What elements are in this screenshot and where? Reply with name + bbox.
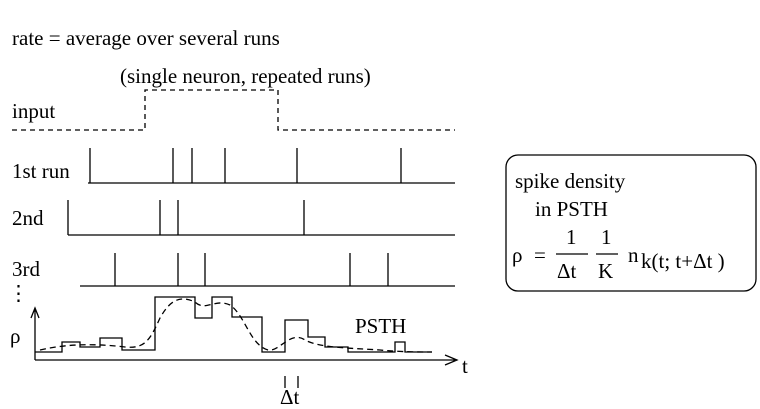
- row-label: 2nd: [12, 206, 44, 230]
- spike-train: [80, 253, 455, 287]
- formula-den: Δt: [557, 259, 577, 283]
- row-label: 3rd: [12, 257, 40, 281]
- bin-ticks: [284, 376, 299, 388]
- spike-train: [88, 148, 455, 184]
- curve-label: PSTH: [355, 314, 406, 338]
- row-label: 1st run: [12, 159, 70, 183]
- ellipsis: ⋮: [8, 281, 29, 305]
- rate-curve: [39, 298, 433, 353]
- formula-lhs: ρ: [512, 243, 522, 267]
- y-axis-label: ρ: [10, 324, 20, 348]
- input-signal: [12, 89, 455, 131]
- formula-num: 1: [566, 225, 577, 249]
- spike-train: [67, 200, 455, 236]
- bin-label: Δt: [280, 385, 300, 409]
- title-line: rate = average over several runs: [12, 26, 280, 50]
- box-line: spike density: [515, 169, 626, 193]
- formula-num: 1: [601, 225, 612, 249]
- formula-eq: =: [534, 243, 546, 267]
- axes: [30, 306, 459, 366]
- formula-subscript: k(t; t+Δt ): [641, 249, 725, 273]
- subtitle-line: (single neuron, repeated runs): [120, 64, 371, 88]
- x-axis-label: t: [462, 354, 468, 378]
- formula-n: n: [628, 243, 639, 267]
- formula-box: [505, 154, 757, 292]
- row-label: input: [12, 99, 55, 123]
- box-line: in PSTH: [535, 197, 608, 221]
- formula-den: K: [598, 259, 613, 283]
